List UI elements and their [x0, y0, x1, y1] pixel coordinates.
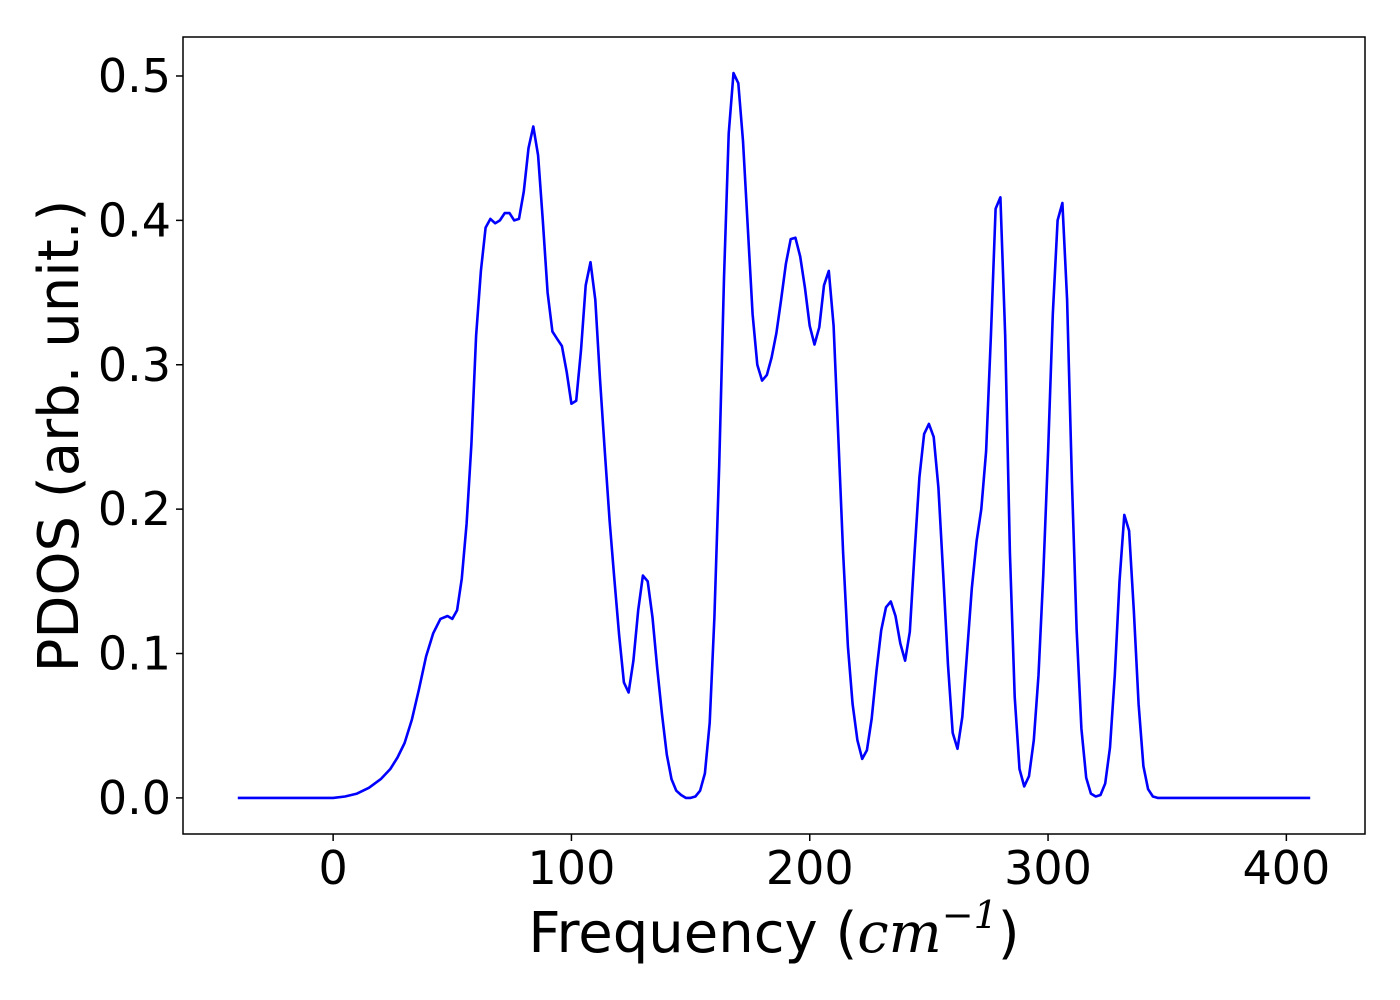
- x-axis-title-unit: cm: [857, 901, 941, 966]
- y-tick-label: 0.2: [98, 482, 171, 536]
- y-tick-label: 0.4: [98, 193, 171, 247]
- plot-frame: [182, 36, 1366, 835]
- plot-layer: [237, 71, 1311, 800]
- y-tick-label: 0.3: [98, 338, 171, 392]
- x-tick-label: 300: [1004, 841, 1092, 895]
- x-tick-label: 100: [528, 841, 616, 895]
- x-tick-label: 200: [766, 841, 854, 895]
- x-axis-title-text: Frequency (: [528, 901, 857, 966]
- ticks-layer: 0 100 200 300 400 0.0 0.1 0.2 0.3 0.4 0.5: [98, 49, 1330, 895]
- x-axis-title: Frequency (cm−1): [528, 893, 1019, 966]
- x-axis-title-exponent: −1: [942, 893, 998, 937]
- y-tick-label: 0.5: [98, 49, 171, 103]
- y-tick-label: 0.1: [98, 627, 171, 681]
- x-tick-label: 400: [1242, 841, 1330, 895]
- y-tick-label: 0.0: [98, 771, 171, 825]
- y-axis-title: PDOS (arb. unit.): [27, 200, 92, 673]
- pdos-series-line: [237, 71, 1311, 800]
- x-axis-title-close: ): [998, 901, 1020, 966]
- x-tick-label: 0: [318, 841, 347, 895]
